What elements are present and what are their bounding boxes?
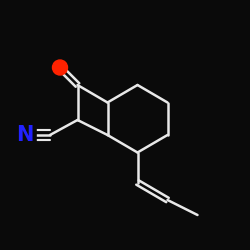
Text: N: N (16, 125, 34, 145)
Circle shape (52, 60, 68, 75)
